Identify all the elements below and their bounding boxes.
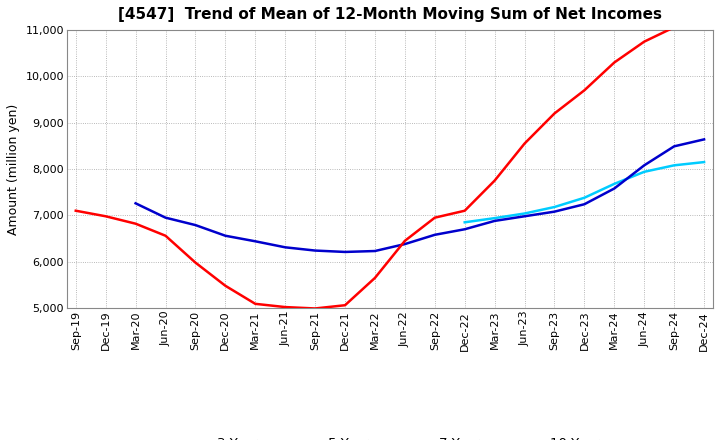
Line: 7 Years: 7 Years xyxy=(464,162,704,222)
5 Years xyxy=(550,209,559,214)
5 Years xyxy=(700,137,708,142)
5 Years xyxy=(400,242,409,247)
5 Years xyxy=(191,223,199,228)
5 Years xyxy=(221,233,230,238)
5 Years xyxy=(311,248,320,253)
7 Years xyxy=(610,181,618,187)
7 Years xyxy=(700,159,708,165)
5 Years xyxy=(640,163,649,168)
5 Years xyxy=(490,218,499,224)
5 Years xyxy=(460,227,469,232)
7 Years xyxy=(640,169,649,174)
3 Years xyxy=(161,233,170,238)
3 Years xyxy=(71,208,80,213)
3 Years xyxy=(580,88,589,93)
3 Years xyxy=(640,39,649,44)
5 Years xyxy=(341,249,349,255)
3 Years xyxy=(221,283,230,288)
5 Years xyxy=(610,186,618,191)
3 Years xyxy=(610,60,618,65)
3 Years xyxy=(400,238,409,243)
3 Years xyxy=(460,208,469,213)
5 Years xyxy=(131,201,140,206)
Y-axis label: Amount (million yen): Amount (million yen) xyxy=(7,103,20,235)
Line: 3 Years: 3 Years xyxy=(76,26,704,308)
3 Years xyxy=(490,178,499,183)
3 Years xyxy=(700,23,708,28)
5 Years xyxy=(521,214,529,219)
7 Years xyxy=(670,163,678,168)
3 Years xyxy=(191,260,199,265)
Line: 5 Years: 5 Years xyxy=(135,139,704,252)
Legend: 3 Years, 5 Years, 7 Years, 10 Years: 3 Years, 5 Years, 7 Years, 10 Years xyxy=(168,431,612,440)
7 Years xyxy=(521,211,529,216)
3 Years xyxy=(131,221,140,226)
5 Years xyxy=(580,202,589,207)
3 Years xyxy=(251,301,260,307)
3 Years xyxy=(102,214,110,219)
5 Years xyxy=(371,249,379,254)
5 Years xyxy=(670,144,678,149)
3 Years xyxy=(281,304,289,310)
5 Years xyxy=(281,245,289,250)
3 Years xyxy=(341,303,349,308)
Title: [4547]  Trend of Mean of 12-Month Moving Sum of Net Incomes: [4547] Trend of Mean of 12-Month Moving … xyxy=(118,7,662,22)
3 Years xyxy=(431,215,439,220)
7 Years xyxy=(490,216,499,221)
7 Years xyxy=(580,195,589,200)
7 Years xyxy=(460,220,469,225)
5 Years xyxy=(161,215,170,220)
7 Years xyxy=(550,204,559,209)
3 Years xyxy=(371,275,379,281)
5 Years xyxy=(431,232,439,238)
3 Years xyxy=(670,25,678,30)
3 Years xyxy=(550,111,559,116)
5 Years xyxy=(251,238,260,244)
3 Years xyxy=(521,141,529,146)
3 Years xyxy=(311,306,320,311)
